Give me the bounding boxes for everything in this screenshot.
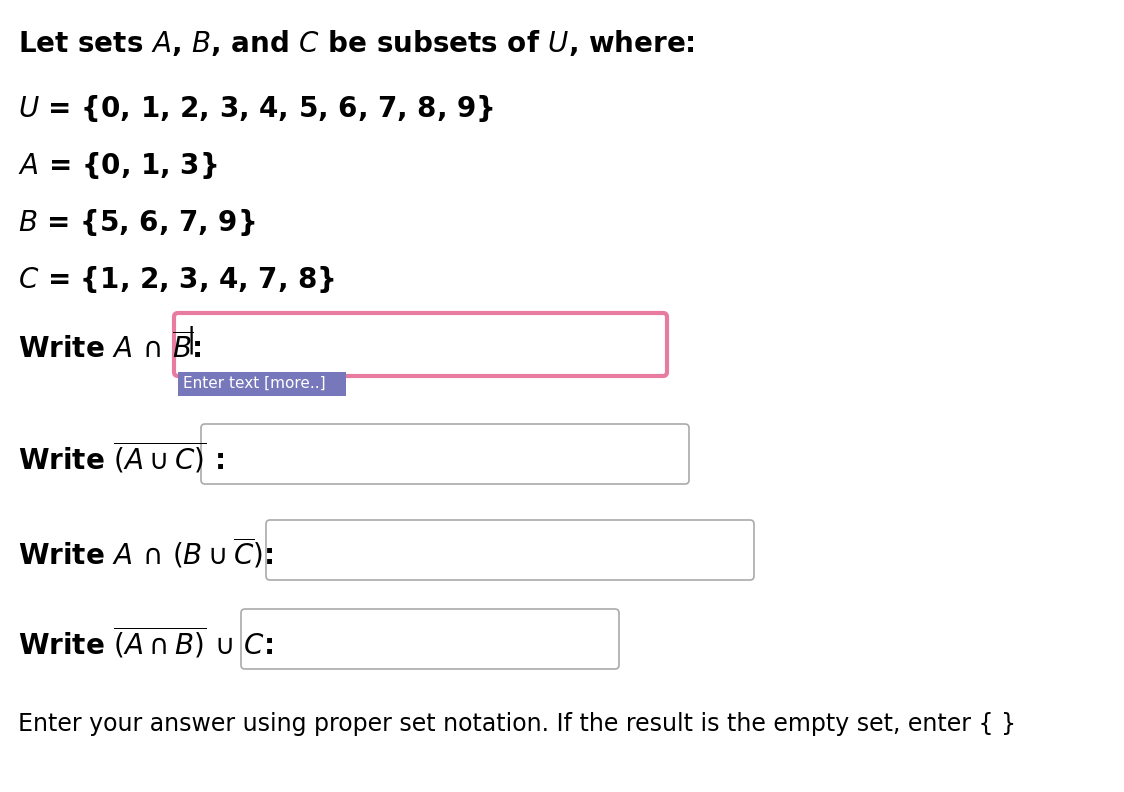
Text: |: | <box>185 325 196 353</box>
FancyBboxPatch shape <box>178 372 346 396</box>
Text: $\mathit{U}$ = {0, 1, 2, 3, 4, 5, 6, 7, 8, 9}: $\mathit{U}$ = {0, 1, 2, 3, 4, 5, 6, 7, … <box>18 93 493 124</box>
Text: Enter your answer using proper set notation. If the result is the empty set, ent: Enter your answer using proper set notat… <box>18 712 1016 736</box>
Text: Enter text [more..]: Enter text [more..] <box>183 376 326 391</box>
Text: Let sets $\mathit{A}$, $\mathit{B}$, and $\mathit{C}$ be subsets of $\mathit{U}$: Let sets $\mathit{A}$, $\mathit{B}$, and… <box>18 28 695 58</box>
Text: $\mathit{A}$ = {0, 1, 3}: $\mathit{A}$ = {0, 1, 3} <box>18 150 217 181</box>
FancyBboxPatch shape <box>201 424 689 484</box>
Text: $\mathit{C}$ = {1, 2, 3, 4, 7, 8}: $\mathit{C}$ = {1, 2, 3, 4, 7, 8} <box>18 264 335 295</box>
FancyBboxPatch shape <box>241 609 619 669</box>
Text: Write $\overline{(\mathit{A} \cap \mathit{B})}$ $\cup$ $\mathit{C}$:: Write $\overline{(\mathit{A} \cap \mathi… <box>18 625 273 661</box>
FancyBboxPatch shape <box>266 520 754 580</box>
Text: Write $\mathit{A}$ $\cap$ $\overline{\mathit{B}}$:: Write $\mathit{A}$ $\cap$ $\overline{\ma… <box>18 332 201 364</box>
Text: $\mathit{B}$ = {5, 6, 7, 9}: $\mathit{B}$ = {5, 6, 7, 9} <box>18 207 255 238</box>
FancyBboxPatch shape <box>174 313 667 376</box>
Text: Write $\mathit{A}$ $\cap$ $(\mathit{B} \cup \overline{\mathit{C}})$:: Write $\mathit{A}$ $\cap$ $(\mathit{B} \… <box>18 536 273 571</box>
Text: Write $\overline{(\mathit{A} \cup \mathit{C})}$ :: Write $\overline{(\mathit{A} \cup \mathi… <box>18 440 225 476</box>
